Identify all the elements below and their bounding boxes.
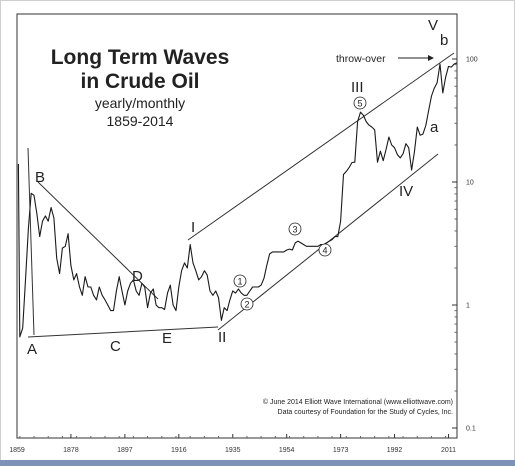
x-tick-label: 1897	[117, 447, 133, 454]
y-tick-label: 10	[466, 180, 474, 187]
wave-label-A: A	[27, 341, 37, 358]
plot-frame	[16, 13, 458, 439]
circle-2-marker	[240, 297, 254, 311]
wave-label-a: a	[430, 119, 439, 136]
wave-label-III: III	[351, 79, 364, 96]
chart-title-line-2: in Crude Oil	[80, 70, 199, 93]
circle-2-label: 2	[244, 300, 249, 310]
chart-subtitle-line-2: 1859-2014	[107, 113, 174, 129]
circle-1-marker	[233, 274, 247, 288]
price-line	[17, 62, 458, 338]
y-tick-label: 1	[466, 303, 470, 310]
chart-title-line-1: Long Term Waves	[51, 46, 230, 69]
wave-label-I: I	[191, 219, 195, 236]
x-tick-label: 1878	[63, 447, 79, 454]
circle-5-label: 5	[357, 99, 362, 109]
x-tick-label: 1859	[9, 447, 25, 454]
chart-subtitle-line-1: yearly/monthly	[95, 95, 185, 111]
circle-5-marker	[353, 96, 367, 110]
wave-label-V: V	[428, 17, 438, 34]
circled-labels: 1 2 3 4 5	[233, 96, 367, 311]
x-tick-label: 1935	[225, 447, 241, 454]
wave-label-II: II	[218, 329, 226, 346]
wave-label-B: B	[35, 169, 45, 186]
wave-label-D: D	[132, 268, 143, 285]
y-tick-label: 0.1	[466, 426, 476, 433]
x-tick-label: 1916	[171, 447, 187, 454]
start-spike-line	[27, 147, 35, 336]
y-axis: 0.1 1 10 100	[452, 57, 478, 433]
wave-label-IV: IV	[399, 183, 413, 200]
base-line-A-E	[27, 326, 219, 338]
y-tick-label: 100	[466, 57, 478, 64]
credit-line-1: © June 2014 Elliott Wave International (…	[263, 398, 453, 406]
throw-over-label: throw-over	[336, 53, 386, 65]
x-tick-label: 1954	[279, 447, 295, 454]
trend-line-B-D	[37, 181, 159, 300]
channel-upper-line	[187, 52, 455, 241]
x-axis: 1859 1878 1897 1916 1935 1954 1973 1992 2011	[9, 434, 456, 454]
circle-4-marker	[318, 243, 332, 257]
x-tick-label: 2011	[441, 447, 456, 454]
circle-1-label: 1	[237, 277, 242, 287]
x-tick-label: 1992	[387, 447, 403, 454]
circle-4-label: 4	[322, 246, 327, 256]
wave-label-E: E	[162, 330, 172, 347]
wave-label-b: b	[440, 32, 448, 49]
throw-over-arrow-head	[428, 55, 434, 61]
trend-lines	[27, 52, 455, 338]
credit-line-2: Data courtesy of Foundation for the Stud…	[278, 409, 454, 416]
x-tick-label: 1973	[333, 447, 349, 454]
wave-label-C: C	[110, 338, 121, 355]
circle-3-marker	[288, 222, 302, 236]
price-series	[17, 62, 458, 338]
circle-3-label: 3	[292, 225, 297, 235]
bottom-strip	[0, 460, 515, 466]
